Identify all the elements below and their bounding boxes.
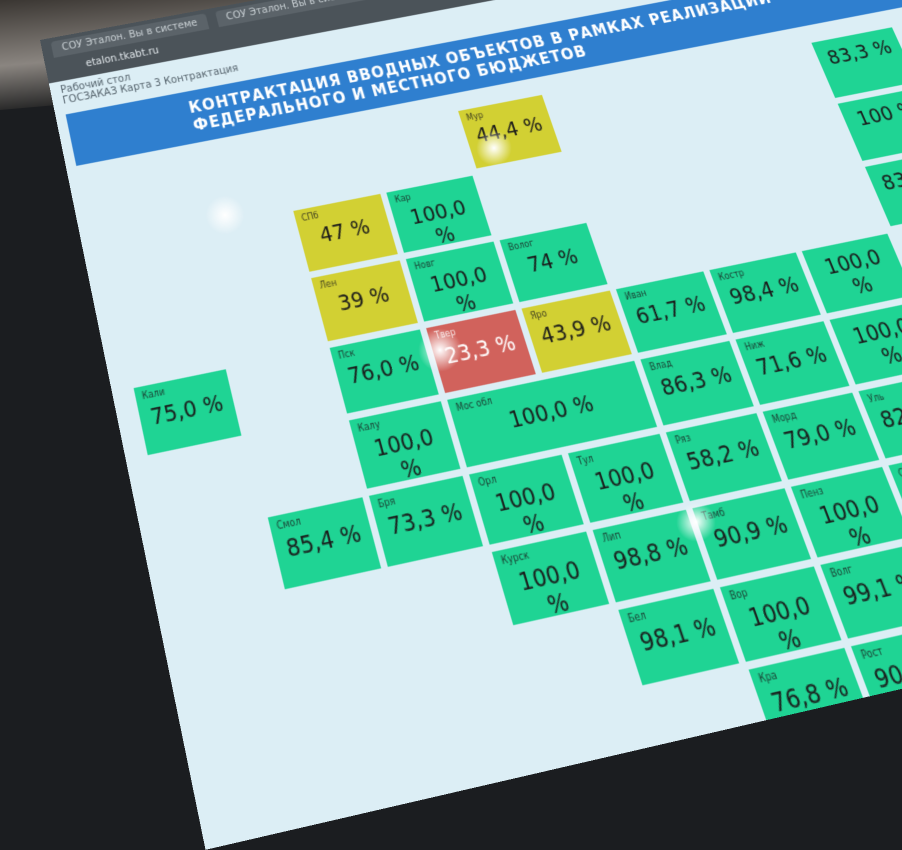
region-tile[interactable]: Тамб 90,9 % xyxy=(692,488,812,580)
region-tile[interactable]: Бел 98,1 % xyxy=(618,588,740,686)
region-tile[interactable]: Кра 76,8 % xyxy=(748,647,874,748)
region-tile[interactable]: 100 % xyxy=(837,87,902,161)
region-tile[interactable]: 100,0 % xyxy=(801,233,902,314)
region-tile[interactable]: Ряз 58,2 % xyxy=(665,413,782,502)
region-tile[interactable]: Морд 79,0 % xyxy=(762,392,880,480)
region-tile[interactable]: Яро 43,9 % xyxy=(521,290,632,373)
region-label: Уль xyxy=(866,391,886,405)
region-tile[interactable]: 83,3 % xyxy=(811,27,902,98)
region-tile[interactable]: Твер 23,3 % xyxy=(426,309,536,394)
region-tile[interactable]: Курск 100,0 % xyxy=(491,531,610,626)
region-tile[interactable]: Бря 73,3 % xyxy=(368,475,484,567)
region-tile[interactable]: Иван 61,7 % xyxy=(615,271,727,353)
region-tile[interactable]: Волог 74 % xyxy=(499,222,608,303)
region-tile[interactable]: Лен 39 % xyxy=(311,260,418,342)
region-label: Рост xyxy=(859,645,885,662)
region-tile[interactable]: Лип 98,8 % xyxy=(592,509,711,603)
region-tile[interactable]: Мур 44,4 % xyxy=(458,94,562,169)
region-label: Сарат xyxy=(896,463,902,480)
region-tile[interactable]: Костр 98,4 % xyxy=(709,252,821,333)
region-value: 83,7 % xyxy=(877,160,902,196)
region-tile[interactable]: Кар 100,0 % xyxy=(386,175,492,253)
region-tile[interactable]: Влад 86,3 % xyxy=(640,340,754,426)
region-tile[interactable]: Новг 100,0 % xyxy=(405,241,514,322)
region-tile[interactable]: Кали 75,0 % xyxy=(133,369,242,456)
region-value: 100,0 % xyxy=(849,313,902,371)
region-tile[interactable]: Тул 100,0 % xyxy=(568,433,684,523)
region-tile[interactable]: Ниж 71,6 % xyxy=(735,321,850,405)
region-tile[interactable]: Орл 100,0 % xyxy=(469,454,584,545)
region-value: 100,0 % xyxy=(821,245,886,300)
region-tile[interactable]: СПб 47 % xyxy=(293,193,398,272)
region-tile[interactable]: Пенз 100,0 % xyxy=(790,466,902,558)
screen: СОУ Эталон. Вы в системе СОУ Эталон. Вы … xyxy=(40,0,902,850)
region-tile[interactable]: Пск 76,0 % xyxy=(329,329,439,414)
region-tile[interactable]: Смол 85,4 % xyxy=(267,497,382,590)
region-value: 83,3 % xyxy=(823,36,896,70)
region-value: 100,0 % xyxy=(515,556,585,621)
region-tile[interactable]: Вор 100,0 % xyxy=(719,566,842,662)
region-tile[interactable]: Калу 100,0 % xyxy=(348,401,461,489)
region-tile[interactable]: 83,7 % xyxy=(864,150,902,227)
region-value: 100 % xyxy=(853,97,902,131)
